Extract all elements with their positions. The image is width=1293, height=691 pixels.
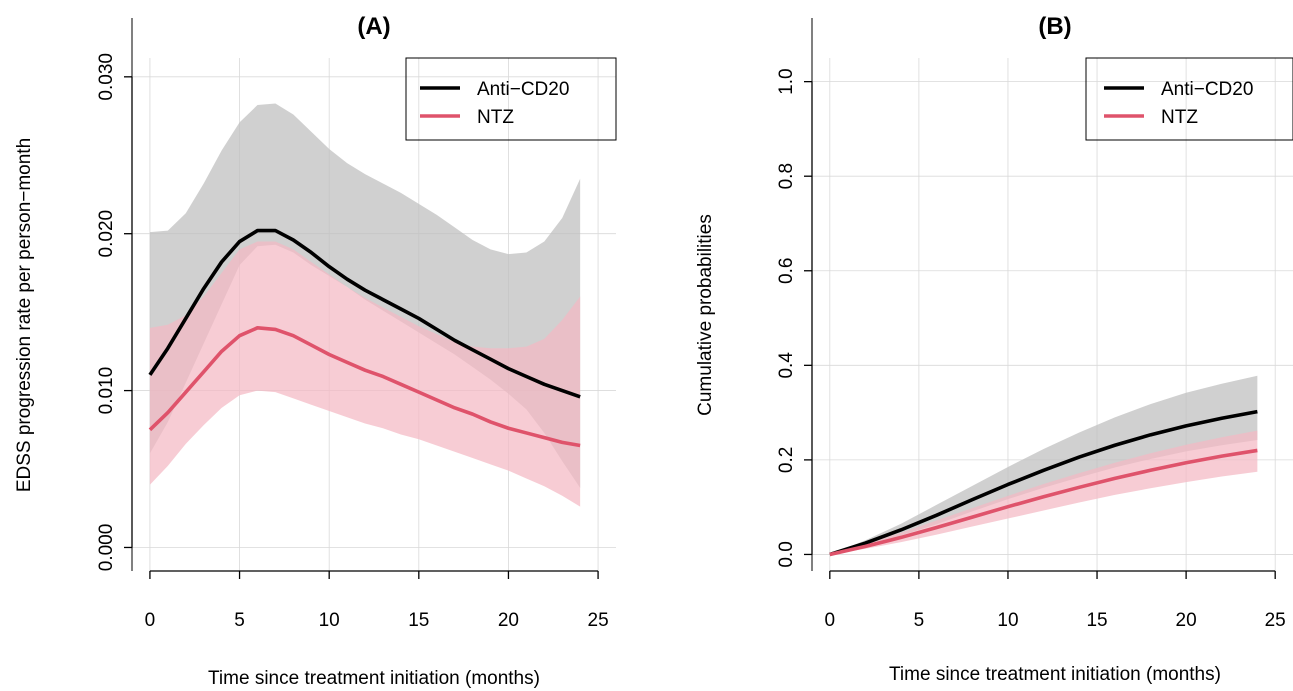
panel-a-lines (148, 228, 581, 448)
panel-b-y-tick-label: 0.0 (776, 541, 797, 567)
panel-b-legend-label-anti-cd20: Anti−CD20 (1161, 79, 1253, 100)
panel-a-band-ntz (149, 241, 581, 507)
panel-b-x-tick-label: 5 (914, 610, 925, 631)
panel-a-axes: 0 5 10 15 20 25 0.000 0.010 0.020 0.030 (96, 18, 609, 631)
panel-b-line-anti-cd20 (829, 409, 1258, 557)
panel-a-legend-label-anti-cd20: Anti−CD20 (477, 79, 569, 100)
panel-a-y-axis-label: EDSS progression rate per person−month (14, 138, 35, 492)
panel-b-legend-label-ntz: NTZ (1161, 107, 1198, 128)
panel-b-title: (B) (1038, 13, 1071, 40)
panel-b-legend: Anti−CD20 NTZ (1085, 57, 1293, 141)
panel-b-x-tick-label: 15 (1086, 610, 1107, 631)
panel-b-band-ntz (829, 430, 1258, 555)
panel-a: 0 5 10 15 20 25 0.000 0.010 0.020 0.030 (A) Time … (14, 13, 617, 689)
panel-a-x-tick-label: 15 (408, 610, 429, 631)
panel-b-y-tick-label: 1.0 (776, 68, 797, 94)
panel-a-y-tick-label: 0.030 (96, 53, 117, 101)
panel-b-line-ntz (829, 448, 1258, 557)
panel-a-x-tick-label: 25 (588, 610, 609, 631)
panel-b-x-axis-label: Time since treatment initiation (months) (889, 664, 1221, 685)
panel-a-legend: Anti−CD20 NTZ (405, 57, 617, 141)
panel-b-y-axis-label: Cumulative probabilities (695, 214, 716, 416)
panel-a-bands (149, 103, 581, 507)
panel-b-x-tick-label: 20 (1176, 610, 1197, 631)
panel-a-line-anti-cd20 (148, 228, 581, 399)
panel-b-band-anti-cd20 (829, 375, 1258, 555)
panel-b-axes: 0 5 10 15 20 25 0.0 0.2 0.4 0.6 0.8 1.0 (776, 18, 1286, 631)
panel-a-y-tick-label: 0.000 (96, 524, 117, 572)
panel-a-line-ntz (148, 326, 581, 448)
panel-b-x-tick-label: 25 (1265, 610, 1286, 631)
panel-a-x-tick-label: 20 (498, 610, 519, 631)
panel-b-x-tick-label: 0 (825, 610, 836, 631)
panel-b-y-tick-label: 0.2 (776, 447, 797, 473)
panel-a-legend-label-ntz: NTZ (477, 107, 514, 128)
panel-b-lines (829, 409, 1258, 557)
panel-a-y-tick-label: 0.010 (96, 367, 117, 415)
panel-b-bands (829, 375, 1258, 555)
panel-b-x-tick-label: 10 (997, 610, 1018, 631)
panel-a-x-axis-label: Time since treatment initiation (months) (208, 668, 540, 689)
panel-b-y-tick-label: 0.6 (776, 258, 797, 284)
panel-a-x-tick-label: 10 (319, 610, 340, 631)
panel-a-band-anti-cd20 (149, 103, 581, 488)
panel-a-y-tick-label: 0.020 (96, 210, 117, 258)
panel-a-title: (A) (357, 13, 390, 40)
panel-b: 0 5 10 15 20 25 0.0 0.2 0.4 0.6 0.8 1.0 (B) Time si… (695, 13, 1293, 685)
panel-b-legend-box (1085, 57, 1293, 141)
panel-a-x-tick-label: 0 (145, 610, 156, 631)
panel-a-legend-box (405, 57, 617, 141)
panel-a-x-tick-label: 5 (234, 610, 245, 631)
panel-b-y-tick-label: 0.8 (776, 163, 797, 189)
panel-b-y-tick-label: 0.4 (776, 352, 797, 379)
